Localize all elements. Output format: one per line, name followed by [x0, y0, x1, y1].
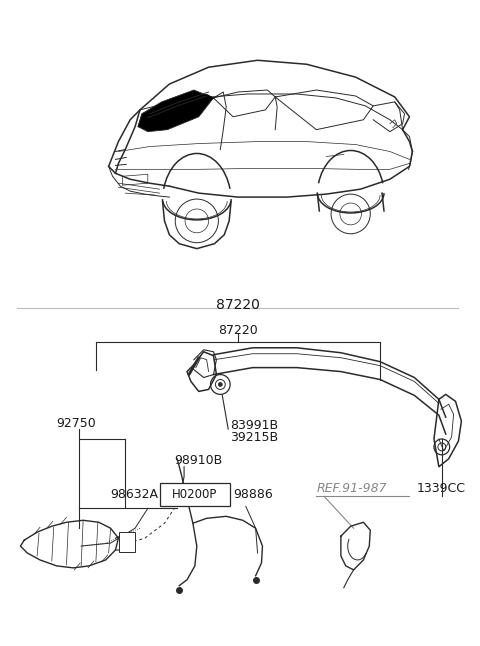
- Circle shape: [218, 382, 222, 386]
- FancyBboxPatch shape: [159, 483, 230, 506]
- Text: 1339CC: 1339CC: [416, 482, 465, 495]
- Polygon shape: [150, 94, 214, 124]
- Text: 92750: 92750: [57, 417, 96, 430]
- Text: 83991B: 83991B: [230, 419, 278, 432]
- Text: 87220: 87220: [218, 324, 258, 337]
- Text: 98632A: 98632A: [110, 488, 158, 501]
- FancyBboxPatch shape: [120, 532, 135, 552]
- Text: 87220: 87220: [216, 298, 260, 312]
- Text: 98910B: 98910B: [174, 454, 223, 467]
- Text: REF.91-987: REF.91-987: [316, 482, 387, 495]
- Text: 98886: 98886: [233, 488, 273, 501]
- Text: H0200P: H0200P: [172, 488, 217, 501]
- Text: 39215B: 39215B: [230, 431, 278, 444]
- Polygon shape: [138, 90, 214, 132]
